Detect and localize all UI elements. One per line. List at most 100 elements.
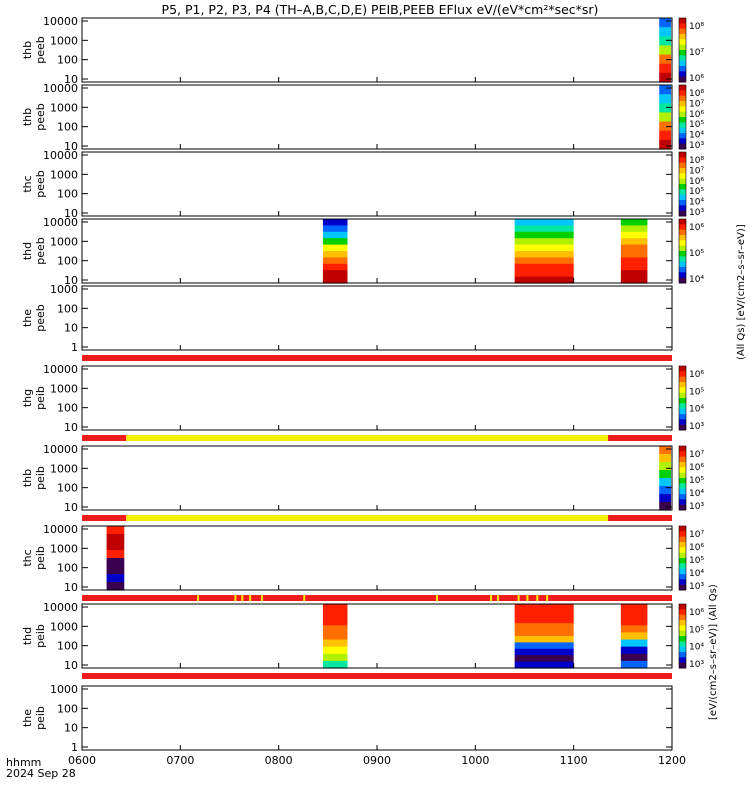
left-colorbar-label: [eV/(cm2–s–sr–eV)] (All Qs)	[708, 584, 719, 720]
colorbar-tick-label: 10⁵	[689, 556, 704, 566]
spectrogram-cell	[620, 251, 648, 258]
colorbar-cell	[679, 272, 686, 279]
spectrogram-cell	[620, 646, 648, 655]
spectrogram-cell	[659, 45, 672, 56]
colorbar-cell	[679, 219, 686, 225]
y-tick-label: 10000	[43, 601, 78, 614]
flag-segment	[82, 435, 127, 441]
colorbar-tick-label: 10⁵	[689, 249, 704, 259]
panel-frame	[81, 445, 673, 511]
colorbar-cell	[679, 184, 686, 190]
flag-segment	[241, 595, 244, 601]
colorbar-tick-label: 10⁸	[689, 156, 704, 166]
x-tick-label: 0600	[68, 754, 96, 767]
spectrogram-cell	[514, 270, 574, 278]
spectrogram-cell	[620, 231, 648, 239]
spectrogram-cell	[322, 653, 348, 662]
y-tick-label: 1000	[50, 620, 78, 633]
spectrogram-cell	[659, 470, 672, 479]
panel-label-probe: thd	[21, 627, 34, 645]
panel-label-probe: thd	[21, 242, 34, 260]
colorbar-cell	[679, 614, 686, 621]
spectrogram-cell	[322, 604, 348, 612]
x-axis: 0600 0700 0800 0900 1000 1100 1200	[68, 77, 686, 767]
colorbar-cell	[679, 55, 686, 62]
panel-label-product: peeb	[34, 36, 47, 64]
colorbar-tick-label: 10⁷	[689, 530, 704, 540]
spectrogram-cell	[322, 225, 348, 233]
panel-thd-peeb: 10000 1000 100 10 thd peeb 10⁶ 10⁵ 10⁴	[21, 216, 704, 287]
colorbar-cell	[679, 414, 686, 420]
flag-segment	[536, 595, 539, 601]
panel-label-probe: thb	[21, 469, 34, 487]
panel-thb-peeb: 10000 1000 100 10 thb peeb 10⁸ 10⁷ 10⁶	[21, 15, 704, 86]
spectrogram-cell	[514, 244, 574, 252]
y-tick-label: 100	[57, 402, 78, 415]
colorbar-tick-label: 10⁶	[689, 543, 704, 553]
spectrogram-cell	[514, 629, 574, 637]
y-tick-label: 100	[57, 640, 78, 653]
colorbar-frame	[678, 17, 687, 83]
colorbar-cell	[679, 205, 686, 212]
colorbar-cell	[679, 652, 686, 658]
flag-segment	[496, 595, 499, 601]
colorbar-tick-label: 10³	[689, 582, 704, 592]
y-tick-label: 10	[64, 581, 78, 594]
spectrogram-cell	[322, 251, 348, 258]
spectrogram-cell	[514, 661, 574, 669]
colorbar-tick-label: 10⁵	[689, 387, 704, 397]
panel-the-peib: 1000 100 10 1 the peib	[21, 683, 673, 754]
date-label: 2024 Sep 28	[6, 767, 76, 780]
spectrogram-cell	[514, 648, 574, 656]
panel-label-probe: thb	[21, 41, 34, 59]
panel-label-probe: the	[21, 709, 34, 727]
spectrogram-cell	[514, 263, 574, 271]
flag-segment	[126, 435, 609, 441]
colorbar-cell	[679, 387, 686, 394]
spectrogram-cell	[620, 653, 648, 662]
y-tick-label: 10000	[43, 443, 78, 456]
colorbar-cell	[679, 224, 686, 231]
spectrogram-cell	[659, 502, 672, 511]
spectrogram-cell	[620, 632, 648, 641]
colorbar-cell	[679, 478, 686, 484]
colorbar-cell	[679, 18, 686, 24]
panel-thc-peib: 10000 1000 100 10 thc peib 10⁷ 10⁶ 10⁵ 10⁴ 10³	[21, 523, 704, 594]
x-tick-label: 1000	[461, 754, 489, 767]
flag-segment	[526, 595, 529, 601]
colorbar-cell	[679, 39, 686, 46]
spectrogram-cell	[514, 238, 574, 246]
colorbar-cell	[679, 240, 686, 247]
y-tick-label: 10	[64, 421, 78, 434]
colorbar-cell	[679, 604, 686, 610]
panel-label-product: peeb	[34, 304, 47, 332]
colorbar-cell	[679, 488, 686, 495]
flag-segment	[608, 515, 672, 521]
spectrogram-cell	[659, 494, 672, 503]
spectrogram-cell	[620, 225, 648, 233]
colorbar-cell	[679, 568, 686, 575]
spectrogram-cell	[106, 534, 125, 543]
colorbar-cell	[679, 235, 686, 241]
y-tick-label: 10	[64, 73, 78, 86]
panel-label-product: peib	[34, 624, 47, 648]
flag-segment	[82, 595, 672, 601]
spectrogram-cell	[659, 121, 672, 132]
spectrogram-cell	[620, 604, 648, 612]
y-tick-label: 100	[57, 562, 78, 575]
flag-segment	[197, 595, 200, 601]
colorbar-cell	[679, 376, 686, 383]
colorbar-cell	[679, 90, 686, 97]
spectrogram-cell	[514, 276, 574, 284]
panel-label-probe: thb	[21, 108, 34, 126]
colorbar-cell	[679, 526, 686, 532]
colorbar-frame	[678, 365, 687, 431]
colorbar-cell	[679, 625, 686, 632]
spectrogram-cell	[659, 462, 672, 471]
spectrogram-cell	[620, 611, 648, 619]
colorbar-cell	[679, 552, 686, 559]
colorbar-tick-label: 10⁴	[689, 643, 704, 653]
y-tick-label: 1000	[50, 34, 78, 47]
colorbar-cell	[679, 157, 686, 164]
y-tick-label: 10	[64, 501, 78, 514]
